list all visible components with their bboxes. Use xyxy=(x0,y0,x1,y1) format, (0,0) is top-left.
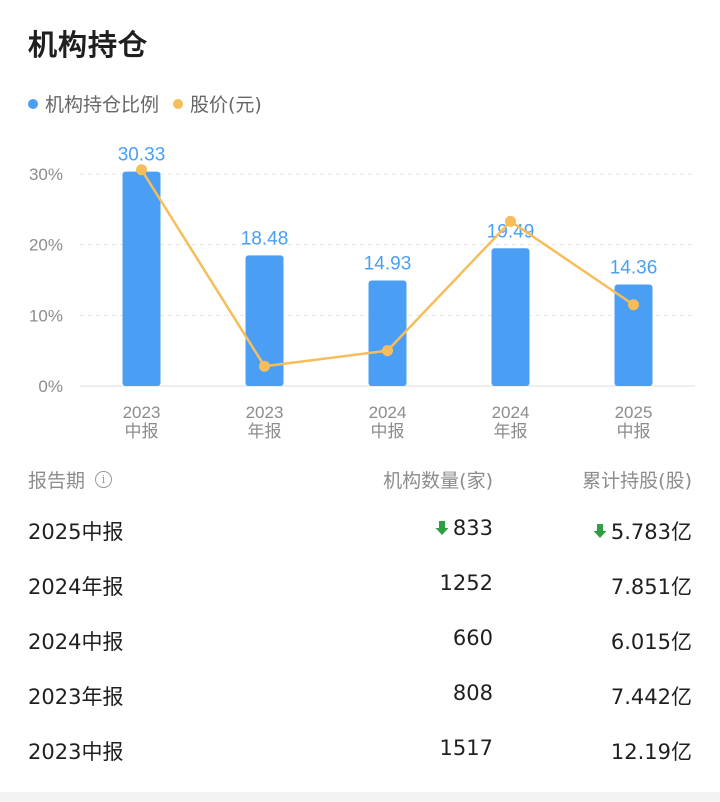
cell-shares-value: 6.015亿 xyxy=(610,630,692,654)
x-tick-label-period: 中报 xyxy=(617,422,651,441)
cell-shares: 12.19亿 xyxy=(611,736,692,766)
header-period: 报告期 i xyxy=(28,466,113,493)
arrow-down-icon xyxy=(593,524,607,538)
cell-period: 2024年报 xyxy=(28,575,124,599)
cell-count-value: 1252 xyxy=(439,571,493,595)
legend-label: 机构持仓比例 xyxy=(45,94,160,116)
bar-value-label: 14.36 xyxy=(610,258,658,279)
price-point xyxy=(259,360,270,372)
cell-shares: 7.851亿 xyxy=(611,571,692,601)
section-title: 机构持仓 xyxy=(28,28,149,62)
cell-period: 2023年报 xyxy=(28,685,124,709)
bar-value-label: 18.48 xyxy=(241,228,289,249)
legend-item-holding-ratio[interactable]: 机构持仓比例 xyxy=(28,90,159,117)
x-tick-label-period: 中报 xyxy=(125,422,159,441)
header-shares: 累计持股(股) xyxy=(582,470,692,492)
price-point xyxy=(136,164,147,176)
bar xyxy=(614,284,653,386)
arrow-down-icon xyxy=(435,521,449,535)
legend-item-price[interactable]: 股价(元) xyxy=(173,90,262,117)
cell-shares-value: 12.19亿 xyxy=(610,740,692,764)
x-tick-label-year: 2024 xyxy=(492,403,530,422)
x-tick-label-period: 年报 xyxy=(494,422,528,441)
bar xyxy=(368,280,407,386)
price-point xyxy=(382,345,393,357)
cell-shares-value: 7.851亿 xyxy=(610,575,692,599)
cell-shares-value: 7.442亿 xyxy=(610,685,692,709)
x-tick-label-period: 年报 xyxy=(248,422,282,441)
cell-shares: 5.783亿 xyxy=(593,516,692,546)
cell-period: 2025中报 xyxy=(28,520,124,544)
info-icon[interactable]: i xyxy=(95,471,113,488)
bottom-divider xyxy=(0,792,720,802)
holding-chart[interactable]: 0% 10% 20% 30% 30.33 18.48 14.93 19.49 14.36 2023… xyxy=(0,130,720,450)
cell-period: 2023中报 xyxy=(28,740,124,764)
chart-legend: 机构持仓比例 股价(元) xyxy=(28,90,276,117)
x-tick-label-year: 2023 xyxy=(246,403,284,422)
bar xyxy=(491,248,530,386)
y-tick-label: 30% xyxy=(29,165,63,184)
bar-value-label: 30.33 xyxy=(118,145,166,166)
y-tick-label: 0% xyxy=(38,377,63,396)
cell-count: 808 xyxy=(453,681,493,705)
cell-count-value: 808 xyxy=(452,681,493,705)
legend-label: 股价(元) xyxy=(190,94,262,116)
x-tick-label-period: 中报 xyxy=(371,422,405,441)
cell-count: 1252 xyxy=(440,571,493,595)
holding-table-rows: 2025中报 833 5.783亿 2024年报 1252 7.851亿 2024中报 660… xyxy=(0,502,720,777)
x-tick-label-year: 2024 xyxy=(369,403,407,422)
cell-count: 1517 xyxy=(440,736,493,760)
cell-period: 2024中报 xyxy=(28,630,124,654)
legend-dot-blue xyxy=(28,98,38,109)
bar-value-label: 14.93 xyxy=(364,253,412,274)
price-point xyxy=(628,299,639,311)
table-row[interactable]: 2023年报 808 7.442亿 xyxy=(0,667,720,722)
x-tick-label-year: 2025 xyxy=(615,403,653,422)
y-tick-label: 20% xyxy=(29,236,63,255)
bar xyxy=(122,171,161,386)
bar-value-label: 19.49 xyxy=(487,221,535,242)
cell-count-value: 833 xyxy=(452,516,493,540)
price-point xyxy=(505,215,516,227)
header-period-label: 报告期 xyxy=(28,470,86,492)
cell-shares: 7.442亿 xyxy=(611,681,692,711)
header-count: 机构数量(家) xyxy=(383,470,493,492)
cell-count-value: 1517 xyxy=(439,736,493,760)
cell-count: 660 xyxy=(453,626,493,650)
cell-shares-value: 5.783亿 xyxy=(610,520,692,544)
y-tick-label: 10% xyxy=(29,306,63,325)
table-header: 报告期 i 机构数量(家) 累计持股(股) xyxy=(0,462,720,496)
table-row[interactable]: 2025中报 833 5.783亿 xyxy=(0,502,720,557)
table-row[interactable]: 2023中报 1517 12.19亿 xyxy=(0,722,720,777)
cell-shares: 6.015亿 xyxy=(611,626,692,656)
table-row[interactable]: 2024年报 1252 7.851亿 xyxy=(0,557,720,612)
cell-count: 833 xyxy=(435,516,493,540)
x-tick-label-year: 2023 xyxy=(123,403,161,422)
legend-dot-orange xyxy=(173,98,184,109)
table-row[interactable]: 2024中报 660 6.015亿 xyxy=(0,612,720,667)
cell-count-value: 660 xyxy=(452,626,493,650)
